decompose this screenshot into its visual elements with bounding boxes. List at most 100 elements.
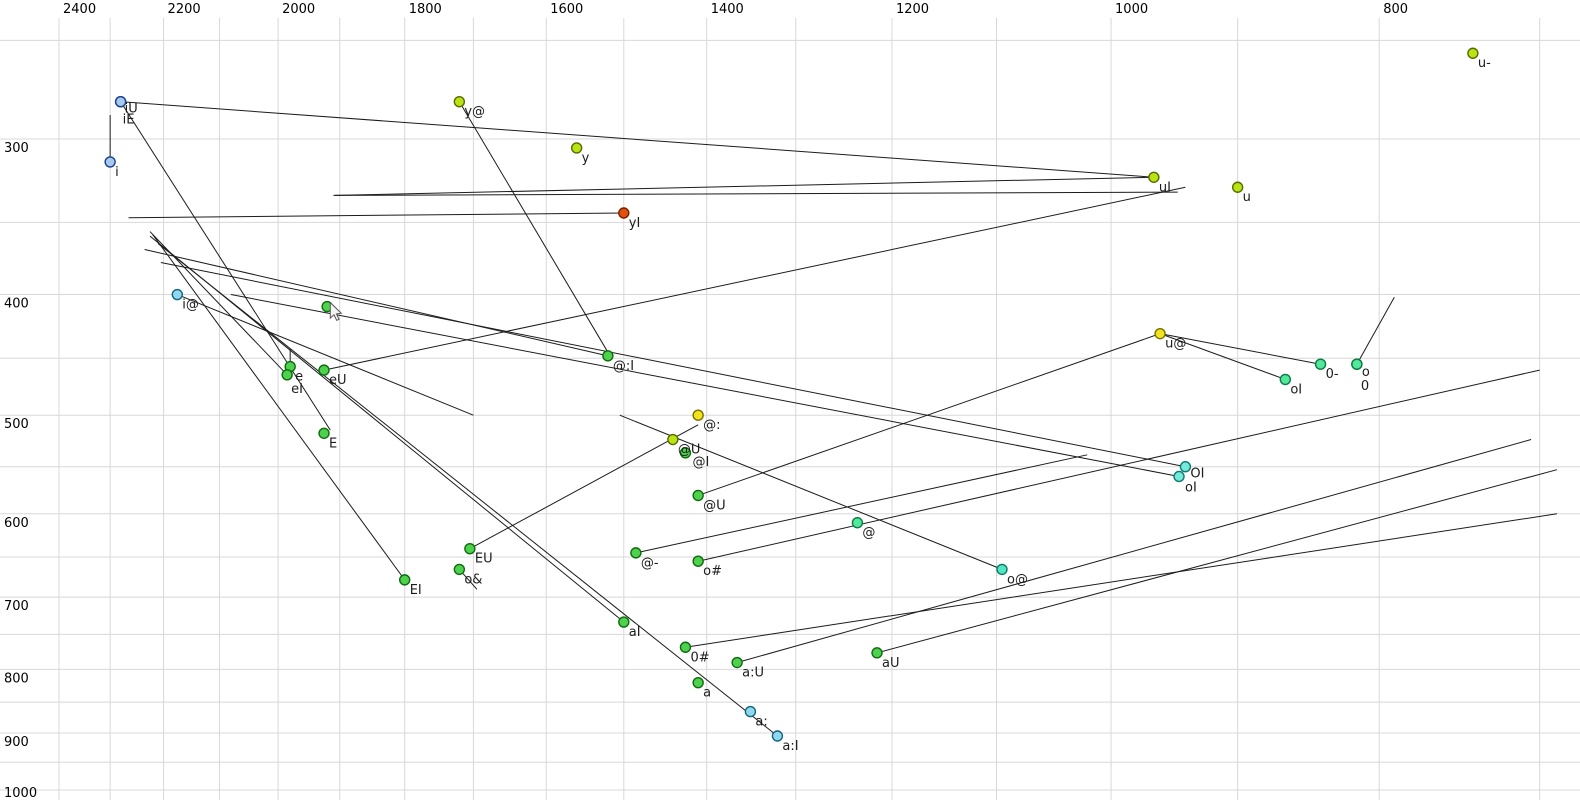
formant-point-aU[interactable] [871, 647, 883, 659]
point-label: iU [125, 102, 138, 117]
formant-point-o@[interactable] [996, 563, 1008, 576]
x-axis-tick-label: 1200 [896, 2, 929, 17]
point-label: a: [755, 715, 767, 730]
point-label: 0 [1361, 379, 1369, 394]
formant-point-a[interactable] [692, 676, 704, 689]
trajectory-line [697, 333, 1161, 496]
formant-point-i[interactable] [104, 156, 116, 168]
x-axis-tick-label: 1600 [550, 2, 583, 17]
x-axis-tick-label: 2400 [63, 2, 96, 17]
formant-point-oI[interactable] [1173, 470, 1185, 483]
point-label: iE [123, 113, 135, 128]
point-label: u [1243, 190, 1251, 205]
formant-point-@[interactable] [851, 517, 864, 529]
x-axis-tick-label: 1800 [409, 2, 442, 17]
trajectory-line [333, 176, 1154, 196]
trajectory-line [334, 191, 1178, 196]
point-label: EI [410, 583, 422, 598]
trajectory-line [876, 469, 1558, 654]
trajectory-line [1160, 333, 1321, 365]
point-label: 0# [690, 650, 709, 665]
formant-point-o&[interactable] [453, 563, 466, 576]
y-axis-tick-label: 1000 [4, 786, 37, 800]
point-label: o# [703, 564, 722, 579]
point-label: @ [862, 526, 875, 541]
formant-point-@I[interactable] [679, 447, 692, 459]
formant-point-u[interactable] [1231, 181, 1244, 193]
formant-point-0[interactable] [1351, 358, 1363, 370]
point-label: @: [703, 418, 720, 433]
formant-point-yI[interactable] [618, 207, 630, 219]
formant-point-0#[interactable] [679, 641, 692, 653]
trajectory-line [157, 243, 778, 737]
point-label: oI [1185, 480, 1197, 495]
formant-point-eU[interactable] [318, 364, 330, 376]
point-label: @- [641, 556, 659, 571]
formant-point-uI[interactable] [1148, 171, 1160, 183]
trajectory-line [458, 101, 609, 353]
trajectory-line [698, 369, 1540, 562]
point-label: aU [882, 656, 899, 671]
point-label: a:U [742, 666, 764, 681]
trajectory-line [144, 248, 608, 357]
formant-point-EI[interactable] [399, 574, 411, 586]
trajectory-line [685, 513, 1558, 648]
formant-point-u@[interactable] [1154, 327, 1166, 340]
y-axis-tick-label: 500 [4, 417, 29, 432]
point-label: @:I [613, 359, 634, 374]
point-label: o [1362, 365, 1370, 380]
trajectory-line [1159, 333, 1286, 380]
point-label: @U [678, 443, 701, 458]
point-label: i [115, 165, 119, 180]
point-label: 0- [1326, 367, 1339, 382]
point-label: y [582, 151, 590, 166]
formant-point-OI[interactable] [1179, 461, 1192, 473]
point-label: o& [464, 572, 482, 587]
trajectory-line [152, 234, 406, 581]
formant-point-@U[interactable] [692, 489, 704, 502]
formant-point-@:I[interactable] [602, 350, 614, 362]
point-label: @I [692, 455, 709, 470]
formant-point-iE[interactable] [114, 95, 127, 108]
x-axis-tick-label: 2200 [168, 2, 201, 17]
trajectory-line [120, 101, 331, 431]
formant-point-aI[interactable] [618, 616, 630, 628]
formant-point-i@[interactable] [171, 288, 183, 301]
x-axis-tick-label: 800 [1383, 2, 1408, 17]
formant-point-@U[interactable] [667, 433, 679, 446]
formant-point-0-[interactable] [1314, 358, 1327, 370]
trajectory-line [635, 454, 1088, 554]
point-label: eU [329, 373, 347, 388]
formant-point-EU[interactable] [464, 542, 476, 555]
formant-point-o#[interactable] [692, 555, 704, 567]
y-axis-tick-label: 300 [4, 141, 29, 156]
formant-point-y@[interactable] [453, 95, 466, 108]
formant-point-a:U[interactable] [731, 656, 743, 669]
formant-point-eI[interactable] [281, 369, 293, 381]
trajectory-line [469, 424, 699, 550]
point-label: e [295, 370, 303, 385]
trajectory-line [736, 439, 1532, 664]
trajectory-line [128, 212, 624, 219]
formant-point-@-[interactable] [630, 547, 642, 559]
x-axis-tick-label: 1400 [711, 2, 744, 17]
y-axis-tick-label: 700 [4, 599, 29, 614]
point-label: o@ [1007, 572, 1028, 587]
point-label: u@ [1165, 337, 1186, 352]
formant-point-@:[interactable] [692, 409, 704, 421]
formant-point-a:[interactable] [744, 705, 757, 718]
y-axis-tick-label: 400 [4, 297, 29, 312]
trajectory-line [1356, 297, 1395, 365]
y-axis-tick-label: 800 [4, 671, 29, 686]
trajectory-line [177, 294, 474, 416]
formant-point-y[interactable] [570, 142, 583, 154]
point-label: eI [291, 382, 303, 397]
formant-point-oI[interactable] [1279, 373, 1292, 386]
formant-point-a:I[interactable] [771, 730, 784, 742]
formant-point-E[interactable] [318, 427, 330, 439]
formant-point-u-[interactable] [1467, 47, 1479, 59]
x-axis-tick-label: 2000 [282, 2, 315, 17]
point-label: u- [1478, 56, 1491, 71]
trajectory-line [230, 294, 1180, 477]
